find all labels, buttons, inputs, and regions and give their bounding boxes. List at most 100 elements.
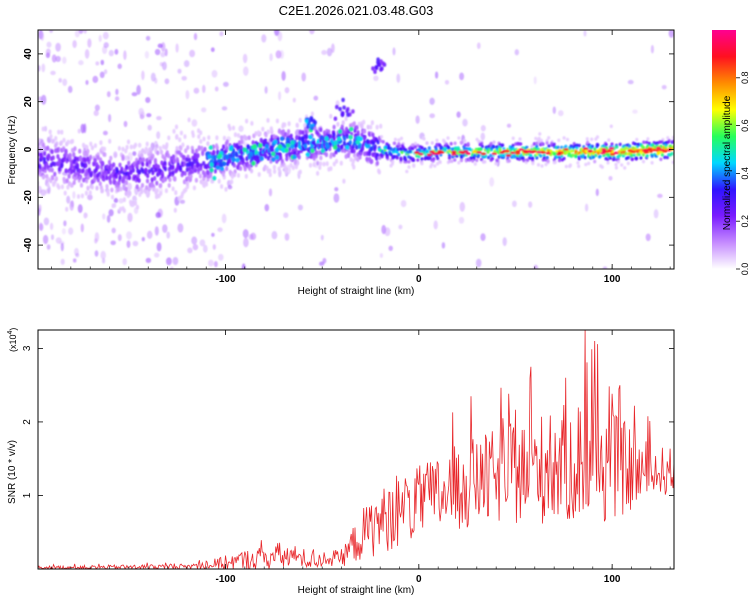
- spectrogram-cell: [57, 185, 61, 190]
- spectrogram-cell: [319, 161, 323, 167]
- spectrogram-cell: [449, 141, 453, 146]
- spectrogram-cell: [115, 88, 119, 96]
- spectrogram-cell: [93, 143, 97, 149]
- spectrogram-cell: [521, 156, 525, 160]
- spectrogram-cell: [179, 199, 186, 204]
- spectrogram-cell: [78, 60, 84, 66]
- spectrogram-cell: [144, 147, 149, 153]
- spectrogram-cell: [86, 185, 90, 191]
- spectrogram-cell: [557, 158, 562, 163]
- spectrogram-cell: [545, 141, 549, 145]
- spectrogram-cell: [94, 232, 100, 242]
- spectrogram-cell: [626, 161, 630, 166]
- spectrogram-cell: [463, 143, 467, 147]
- spectrogram-cell: [163, 160, 167, 166]
- spectrogram-cell: [462, 118, 468, 127]
- spectrogram-cell: [451, 152, 457, 156]
- spectrogram-cell: [168, 171, 172, 177]
- spectrogram-cell: [51, 175, 55, 181]
- spectrogram-cell: [501, 153, 505, 157]
- spectrogram-cell: [127, 175, 131, 181]
- spectrogram-cell: [88, 190, 92, 196]
- spectrogram-cell: [178, 137, 182, 143]
- chart-title: C2E1.2026.021.03.48.G03: [279, 3, 434, 18]
- spectrogram-cell: [642, 148, 648, 152]
- spectrogram-cell: [219, 162, 224, 168]
- spectrogram-cell: [349, 157, 353, 163]
- spectrogram-cell: [131, 92, 138, 97]
- spectrogram-cell: [212, 150, 216, 156]
- spectrogram-cell: [73, 146, 77, 152]
- spectrogram-cell: [303, 123, 307, 128]
- spectrogram-cell: [511, 200, 517, 208]
- spectrogram-cell: [135, 176, 139, 182]
- spectrogram-cell: [668, 153, 672, 157]
- spectrogram-cell: [197, 134, 201, 140]
- spectrogram-cell: [181, 142, 185, 148]
- spectrogram-cell: [630, 153, 634, 157]
- spectrogram-cell: [291, 165, 295, 171]
- spectrogram-cell: [483, 160, 487, 164]
- spectrogram-cell: [322, 130, 327, 136]
- spectrogram-cell: [340, 112, 345, 117]
- spectrogram-cell: [349, 126, 354, 132]
- spectrogram-cell: [645, 153, 649, 158]
- snr-y-axis-label: SNR (10 * v/v): [7, 440, 18, 504]
- spectrogram-cell: [145, 141, 149, 147]
- spectrogram-cell: [60, 129, 64, 135]
- spectrogram-cell: [645, 140, 649, 145]
- spectrogram-cell: [552, 151, 556, 156]
- spectrogram-cell: [172, 158, 176, 163]
- spectrogram-cell: [429, 150, 435, 154]
- spectrogram-cell: [116, 187, 120, 193]
- spectrogram-cell: [339, 160, 343, 166]
- spectrogram-cell: [38, 65, 41, 72]
- spectrogram-cell: [102, 31, 109, 40]
- spectrogram-x-tick-label: -100: [216, 274, 236, 285]
- spectrogram-cell: [642, 140, 646, 145]
- spectrogram-cell: [414, 151, 420, 154]
- spectrogram-cell: [365, 156, 369, 162]
- spectrogram-cell: [76, 163, 80, 169]
- spectrogram-cell: [471, 159, 475, 163]
- spectrogram-cell: [475, 158, 479, 163]
- spectrogram-cell: [308, 134, 313, 140]
- spectrogram-cell: [427, 156, 431, 160]
- spectrogram-cell: [437, 150, 443, 153]
- spectrogram-cell: [114, 174, 118, 179]
- spectrogram-cell: [183, 60, 190, 68]
- spectrogram-cell: [171, 170, 175, 176]
- spectrogram-cell: [287, 121, 291, 127]
- spectrogram-cell: [305, 152, 310, 158]
- spectrogram-cell: [243, 166, 247, 172]
- spectrogram-cell: [232, 163, 236, 168]
- spectrogram-cell: [399, 158, 403, 162]
- spectrogram-cell: [141, 237, 145, 242]
- spectrogram-cell: [381, 140, 385, 144]
- spectrogram-cell: [458, 216, 465, 224]
- colorbar-tick-label: 0.2: [740, 215, 750, 228]
- colorbar-tick-label: 0.8: [740, 72, 750, 85]
- spectrogram-cell: [240, 139, 244, 145]
- spectrogram-cell: [141, 157, 145, 163]
- spectrogram-cell: [641, 153, 646, 157]
- spectrogram-cell: [550, 141, 554, 146]
- spectrogram-cell: [124, 148, 128, 154]
- spectrogram-cell: [635, 137, 639, 142]
- spectrogram-cell: [301, 72, 307, 82]
- spectrogram-cell: [594, 137, 598, 141]
- snr-y-tick-label: 2: [22, 419, 33, 425]
- spectrogram-cell: [90, 145, 94, 151]
- spectrogram-cell: [84, 49, 90, 59]
- spectrogram-cell: [60, 163, 64, 169]
- spectrogram-y-tick-label: -20: [23, 190, 34, 205]
- spectrogram-cell: [149, 149, 153, 155]
- spectrogram-cell: [553, 160, 557, 164]
- spectrogram-cell: [49, 134, 53, 139]
- spectrogram-cell: [192, 185, 196, 191]
- spectrogram-cell: [72, 40, 77, 49]
- spectrogram-cell: [43, 125, 48, 132]
- snr-x-tick-label: 100: [604, 574, 621, 585]
- spectrogram-cell: [292, 97, 296, 103]
- spectrogram-cell: [195, 148, 199, 154]
